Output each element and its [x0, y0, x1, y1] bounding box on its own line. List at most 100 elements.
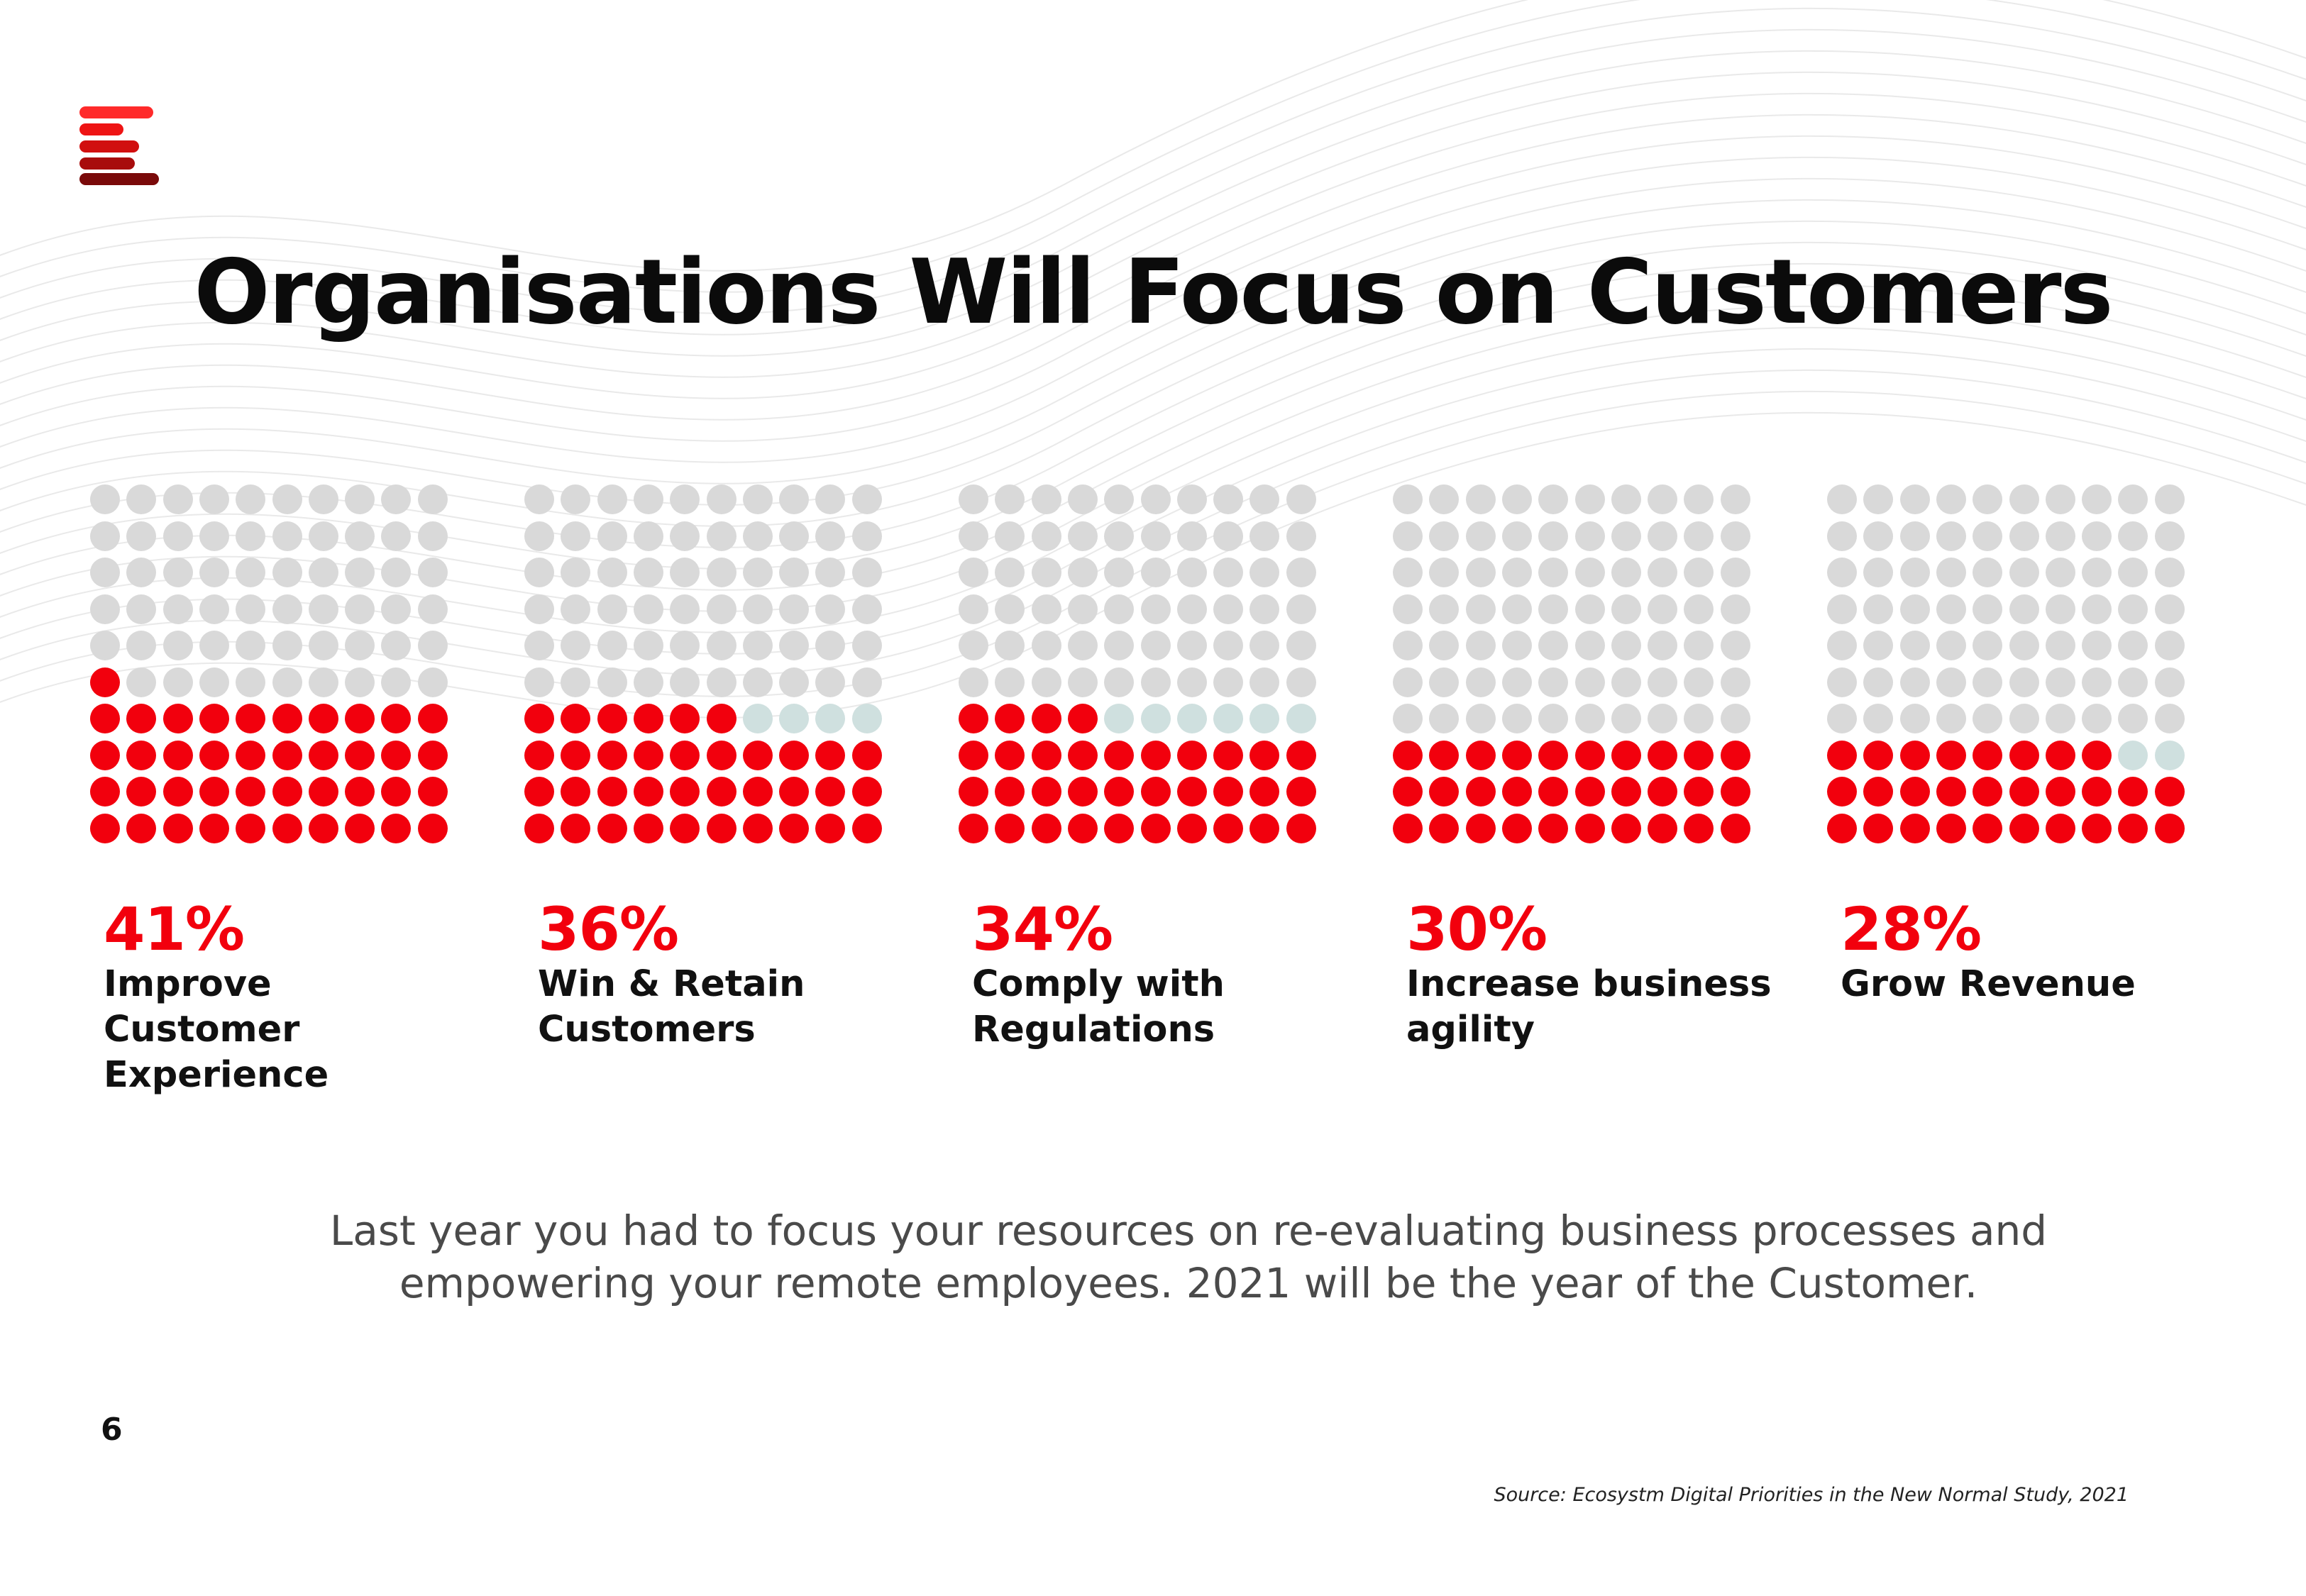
waffle-cell-empty: [1899, 558, 1930, 587]
waffle-cell-empty: [2045, 484, 2075, 514]
waffle-cell-filled: [90, 704, 120, 733]
waffle-cell-empty: [199, 667, 229, 697]
waffle-cell-empty: [1501, 558, 1532, 587]
waffle-cell-empty: [1827, 704, 1857, 733]
waffle-cell-empty: [959, 594, 988, 624]
logo-bar: [79, 106, 153, 118]
waffle-cell-empty: [851, 558, 882, 587]
waffle-cell-empty: [1465, 484, 1496, 514]
waffle-cell-empty: [995, 558, 1025, 587]
waffle-cell-empty: [524, 667, 554, 697]
waffle-cell-empty: [1827, 484, 1857, 514]
waffle-cell-filled: [1973, 813, 2003, 843]
waffle-cell-empty: [126, 631, 157, 660]
waffle-cell-empty: [995, 484, 1025, 514]
waffle-cell-empty: [1684, 631, 1714, 660]
waffle-cell-filled: [417, 777, 448, 807]
waffle-cell-empty: [1501, 631, 1532, 660]
waffle-cell-empty: [1104, 521, 1135, 551]
waffle-cell-filled: [1140, 813, 1171, 843]
waffle-cell-partial: [2118, 740, 2148, 770]
waffle-cell-filled: [1140, 740, 1171, 770]
waffle-cell-empty: [1286, 484, 1316, 514]
waffle-cell-empty: [1501, 704, 1532, 733]
waffle-cell-empty: [1538, 667, 1569, 697]
waffle-cell-filled: [1720, 777, 1750, 807]
waffle-cell-filled: [162, 813, 193, 843]
waffle-cell-empty: [381, 521, 412, 551]
waffle-cell-filled: [1611, 813, 1641, 843]
waffle-cell-empty: [1249, 594, 1280, 624]
waffle-cell-empty: [1104, 631, 1135, 660]
source-note: Source: Ecosystm Digital Priorities in t…: [1494, 1484, 2129, 1506]
waffle-cell-filled: [524, 813, 554, 843]
waffle-cell-empty: [742, 558, 773, 587]
waffle-cell-empty: [1574, 558, 1605, 587]
waffle-cell-empty: [2009, 484, 2039, 514]
waffle-cell-empty: [1648, 667, 1678, 697]
waffle-cell-filled: [959, 740, 988, 770]
waffle-cell-empty: [1648, 484, 1678, 514]
waffle-cell-empty: [1031, 558, 1061, 587]
waffle-cell-empty: [1973, 521, 2003, 551]
waffle-cell-empty: [1213, 484, 1244, 514]
waffle-cell-filled: [779, 813, 810, 843]
waffle-cell-empty: [2082, 631, 2112, 660]
waffle-cell-filled: [90, 777, 120, 807]
waffle-cell-empty: [2118, 558, 2148, 587]
waffle-cell-filled: [90, 740, 120, 770]
waffle-cell-filled: [1213, 740, 1244, 770]
waffle-cell-empty: [1286, 521, 1316, 551]
waffle-cell-filled: [1863, 740, 1894, 770]
waffle-cell-filled: [345, 813, 375, 843]
waffle-cell-empty: [1574, 484, 1605, 514]
waffle-cell-empty: [2082, 558, 2112, 587]
waffle-cell-filled: [2154, 777, 2185, 807]
waffle-cell-empty: [1574, 667, 1605, 697]
waffle-cell-filled: [597, 777, 627, 807]
waffle-cell-empty: [959, 558, 988, 587]
data-label-percent: 41%: [104, 894, 245, 964]
category-label: Grow Revenue: [1841, 963, 2136, 1005]
waffle-cell-filled: [1501, 740, 1532, 770]
waffle-cell-empty: [417, 558, 448, 587]
waffle-cell-filled: [1176, 813, 1207, 843]
waffle-cell-filled: [597, 813, 627, 843]
waffle-cell-empty: [162, 631, 193, 660]
waffle-cell-empty: [633, 594, 663, 624]
waffle-cell-filled: [1031, 704, 1061, 733]
waffle-cell-empty: [162, 667, 193, 697]
waffle-cell-filled: [1140, 777, 1171, 807]
waffle-cell-empty: [345, 484, 375, 514]
waffle-cell-empty: [1863, 521, 1894, 551]
waffle-cell-filled: [1574, 813, 1605, 843]
waffle-cell-empty: [1684, 484, 1714, 514]
waffle-cell-empty: [2009, 704, 2039, 733]
waffle-cell-filled: [1465, 777, 1496, 807]
waffle-cell-filled: [2045, 740, 2075, 770]
waffle-cell-empty: [2082, 484, 2112, 514]
waffle-cell-empty: [272, 667, 302, 697]
waffle-cell-filled: [706, 813, 737, 843]
waffle-cell-filled: [381, 777, 412, 807]
waffle-cell-empty: [1648, 594, 1678, 624]
waffle-cell-empty: [1863, 704, 1894, 733]
waffle-cell-filled: [1104, 813, 1135, 843]
waffle-cell-filled: [1067, 777, 1098, 807]
waffle-cell-empty: [706, 631, 737, 660]
waffle-cell-empty: [90, 484, 120, 514]
waffle-cell-partial: [815, 704, 846, 733]
waffle-cell-filled: [995, 740, 1025, 770]
waffle-cell-empty: [851, 667, 882, 697]
waffle-cell-empty: [1899, 484, 1930, 514]
waffle-cell-filled: [1465, 740, 1496, 770]
waffle-cell-partial: [1104, 704, 1135, 733]
waffle-cell-empty: [2082, 521, 2112, 551]
waffle-cell-filled: [1249, 740, 1280, 770]
waffle-cell-empty: [2118, 667, 2148, 697]
waffle-cell-empty: [1720, 594, 1750, 624]
waffle-cell-empty: [995, 631, 1025, 660]
waffle-cell-filled: [1720, 740, 1750, 770]
waffle-cell-empty: [1936, 594, 1966, 624]
waffle-cell-filled: [1429, 813, 1460, 843]
